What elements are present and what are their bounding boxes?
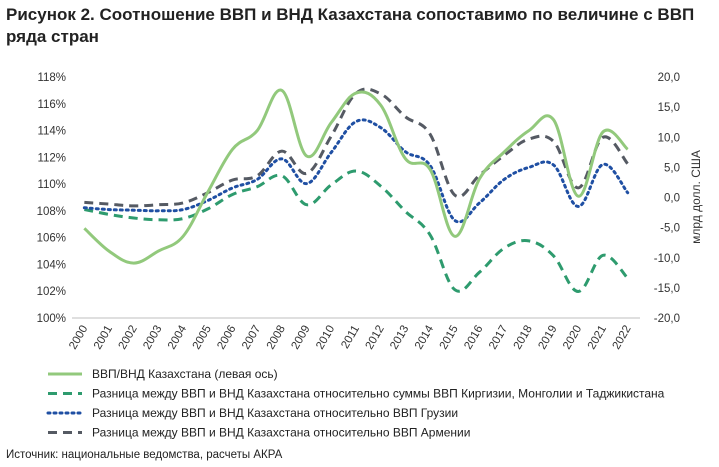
x-tick-label: 2008 xyxy=(265,324,288,352)
left-axis-tick-label: 106% xyxy=(37,233,66,245)
left-axis-tick-label: 118% xyxy=(37,72,66,84)
x-tick-label: 2000 xyxy=(67,324,90,352)
right-axis-tick-label: -5,0 xyxy=(660,223,680,235)
x-tick-label: 2018 xyxy=(512,324,535,352)
legend-label: ВВП/ВНД Казахстана (левая ось) xyxy=(92,367,278,381)
source-note: Источник: национальные ведомства, расчет… xyxy=(6,449,283,461)
x-tick-label: 2001 xyxy=(92,324,115,352)
right-axis-tick-label: -20,0 xyxy=(654,313,680,325)
right-axis-tick-label: 0,0 xyxy=(664,193,680,205)
x-tick-label: 2011 xyxy=(339,324,362,351)
x-tick-label: 2017 xyxy=(487,324,510,352)
legend-label: Разница между ВВП и ВНД Казахстана относ… xyxy=(92,406,458,420)
right-axis-tick-label: 5,0 xyxy=(664,162,680,174)
right-axis-label: млрд долл. США xyxy=(689,150,703,244)
x-tick-label: 2013 xyxy=(388,324,411,352)
x-tick-label: 2022 xyxy=(611,324,634,352)
chart-title: Рисунок 2. Соотношение ВВП и ВНД Казахст… xyxy=(6,5,695,46)
left-axis-tick-label: 112% xyxy=(37,152,66,164)
x-tick-label: 2019 xyxy=(536,324,559,352)
x-tick-label: 2006 xyxy=(215,324,238,352)
x-tick-label: 2005 xyxy=(191,324,214,352)
left-axis-tick-label: 108% xyxy=(37,206,66,218)
series-line-3 xyxy=(82,118,630,224)
x-tick-label: 2010 xyxy=(314,324,337,352)
x-tick-label: 2002 xyxy=(117,324,140,352)
right-axis-tick-label: -15,0 xyxy=(654,283,680,295)
series-line-1 xyxy=(83,88,629,265)
x-tick-label: 2015 xyxy=(438,324,461,352)
legend-label: Разница между ВВП и ВНД Казахстана относ… xyxy=(92,387,665,401)
x-tick-label: 2020 xyxy=(561,324,584,352)
legend-label: Разница между ВВП и ВНД Казахстана относ… xyxy=(92,426,470,440)
x-tick-label: 2004 xyxy=(166,323,189,352)
chart-lines xyxy=(82,87,630,294)
left-axis-tick-label: 110% xyxy=(37,179,66,191)
left-axis-tick-label: 114% xyxy=(37,126,66,138)
x-tick-label: 2014 xyxy=(413,323,436,352)
chart-legend: ВВП/ВНД Казахстана (левая ось) Разница ме… xyxy=(46,367,665,440)
x-tick-label: 2016 xyxy=(462,324,485,352)
x-tick-label: 2007 xyxy=(240,324,263,352)
x-tick-label: 2021 xyxy=(586,324,609,352)
x-tick-label: 2012 xyxy=(364,324,387,352)
right-axis-tick-label: -10,0 xyxy=(654,253,680,265)
x-tick-label: 2009 xyxy=(289,324,312,352)
right-axis-tick-label: 20,0 xyxy=(658,72,680,84)
series-line-2 xyxy=(84,169,629,294)
right-axis-tick-label: 15,0 xyxy=(658,102,680,114)
left-axis-tick-label: 104% xyxy=(37,259,66,271)
right-axis-tick-label: 10,0 xyxy=(658,132,680,144)
x-tick-label: 2003 xyxy=(141,324,164,352)
left-axis-tick-label: 102% xyxy=(37,286,66,298)
series-line-4 xyxy=(84,87,629,208)
left-axis-tick-label: 116% xyxy=(37,99,66,111)
chart-axes: 100% 102% 104% 106% 108% 110% 112% 114% 116% 118%… xyxy=(37,72,703,352)
left-axis-tick-label: 100% xyxy=(37,313,66,325)
